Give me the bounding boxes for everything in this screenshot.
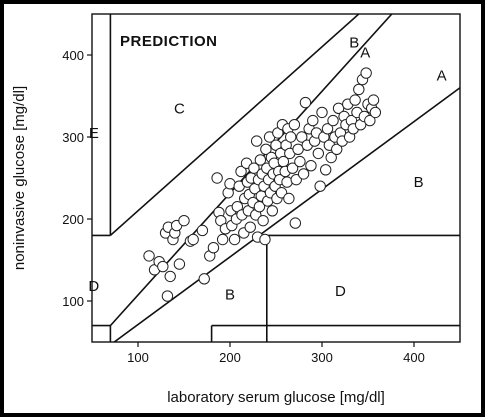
x-tick-label: 200 (219, 350, 241, 365)
data-point (216, 233, 229, 246)
data-point (331, 143, 343, 156)
zone-label-b: B (225, 286, 235, 303)
data-point (266, 205, 279, 217)
data-point (327, 114, 339, 127)
data-point (235, 165, 247, 178)
data-point (275, 187, 288, 199)
data-point (157, 260, 169, 273)
data-point (312, 147, 325, 160)
zone-boundary-line (109, 14, 361, 236)
y-tick-label: 300 (62, 130, 84, 145)
zone-label-c: C (174, 100, 185, 117)
data-point (283, 192, 295, 205)
data-point (253, 201, 266, 213)
y-axis-ticks: 100 200 300 400 (62, 48, 92, 309)
data-point (259, 233, 271, 246)
data-point (248, 162, 260, 174)
zone-label-b: B (349, 35, 359, 52)
data-point (161, 290, 174, 302)
plot-area-frame (91, 13, 461, 343)
data-point (292, 143, 304, 156)
data-point (314, 180, 326, 192)
x-axis-ticks: 100 200 300 400 (127, 342, 425, 365)
data-point (360, 67, 372, 79)
data-point (244, 221, 256, 233)
y-tick-label: 200 (62, 212, 84, 227)
data-point (289, 217, 302, 229)
data-point (254, 154, 267, 166)
zone-label-a: A (360, 45, 370, 62)
data-point (196, 224, 209, 237)
zone-label-e: E (89, 125, 99, 142)
data-point (321, 123, 334, 135)
data-point (367, 94, 380, 106)
y-tick-label: 100 (62, 294, 84, 309)
x-tick-label: 100 (127, 350, 149, 365)
zone-label-a: A (437, 68, 447, 85)
data-point (211, 172, 223, 184)
data-points (143, 67, 382, 302)
data-point (260, 143, 272, 156)
zone-boundary-line (112, 87, 460, 342)
data-point (257, 214, 269, 227)
data-point (173, 258, 186, 270)
y-tick-label: 400 (62, 48, 84, 63)
data-point (286, 162, 299, 174)
chart-title: PREDICTION (120, 33, 218, 50)
data-point (198, 273, 210, 285)
data-point (305, 160, 317, 172)
data-point (316, 106, 328, 119)
zone-label-b: B (414, 174, 424, 191)
data-point (207, 242, 220, 254)
x-tick-label: 400 (403, 350, 425, 365)
data-point (349, 94, 361, 106)
data-point (353, 83, 365, 96)
zone-label-d: D (88, 278, 99, 295)
data-point (307, 114, 319, 127)
data-point (325, 151, 337, 164)
data-point (250, 135, 263, 147)
data-point (296, 131, 308, 143)
data-point (285, 131, 297, 143)
zone-label-d: D (335, 283, 346, 300)
data-point (364, 114, 376, 127)
data-point (294, 155, 306, 168)
data-point (178, 214, 190, 227)
data-point (290, 173, 302, 186)
data-point (143, 250, 155, 262)
data-point (164, 270, 176, 283)
x-axis-label: laboratory serum glucose [mg/dl] (167, 389, 385, 406)
data-point (297, 168, 310, 180)
data-point (187, 233, 199, 246)
data-point (369, 106, 382, 119)
data-point (332, 102, 345, 115)
x-tick-label: 300 (311, 350, 333, 365)
y-axis-label: noninvasive glucose [mg/dl] (11, 86, 28, 270)
data-point (288, 119, 301, 131)
data-point (319, 164, 332, 176)
data-point (228, 233, 241, 246)
data-point (299, 96, 312, 109)
